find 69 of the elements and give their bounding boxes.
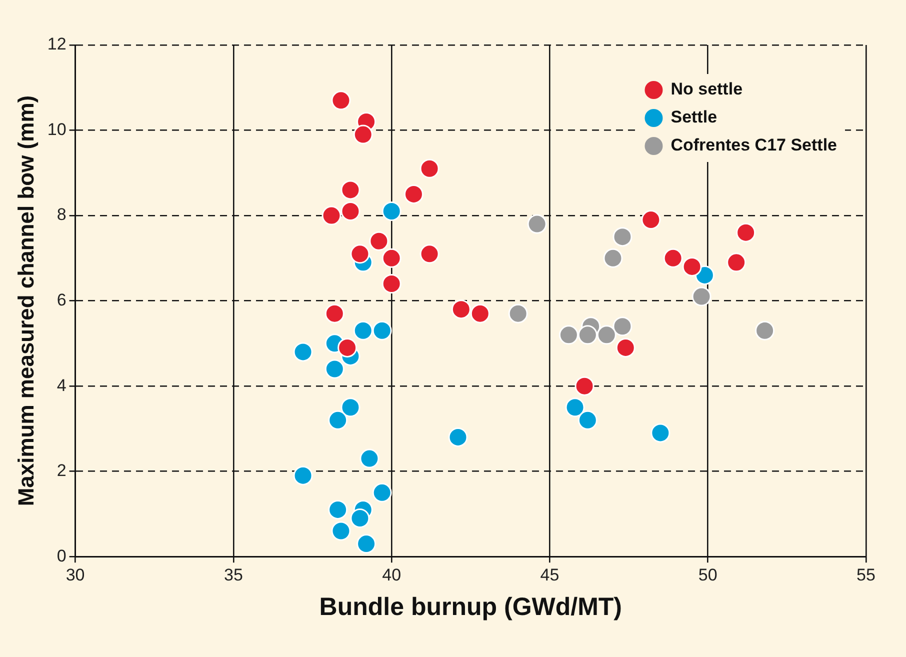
point: [353, 124, 373, 144]
legend-label: Cofrentes C17 Settle: [670, 136, 838, 155]
point: [293, 466, 313, 486]
point: [420, 244, 440, 264]
point: [596, 325, 616, 345]
point: [328, 410, 348, 430]
point: [340, 202, 360, 222]
point: [470, 304, 490, 324]
point: [338, 338, 358, 358]
point: [578, 325, 598, 345]
point: [322, 206, 342, 226]
point: [558, 325, 578, 345]
x-tick-label: 50: [698, 565, 718, 584]
point: [612, 316, 632, 336]
y-tick-label: 4: [56, 376, 66, 395]
point: [324, 304, 344, 324]
point: [331, 521, 351, 541]
point: [356, 534, 376, 554]
x-tick-label: 30: [66, 565, 85, 584]
x-axis-title: Bundle burnup (GWd/MT): [319, 592, 622, 621]
y-tick-label: 0: [56, 546, 66, 566]
point: [350, 244, 370, 264]
point: [404, 184, 424, 204]
point: [663, 248, 683, 268]
point: [692, 286, 712, 306]
point: [369, 231, 389, 251]
point: [574, 376, 594, 396]
point: [340, 180, 360, 200]
point: [726, 252, 746, 272]
point: [324, 359, 344, 379]
x-tick-label: 35: [224, 565, 243, 584]
point: [328, 500, 348, 520]
point: [360, 448, 380, 468]
point: [382, 202, 402, 222]
y-tick-label: 2: [56, 461, 66, 480]
point: [755, 320, 775, 340]
x-tick-label: 45: [540, 565, 560, 584]
point: [448, 427, 468, 447]
legend-label: No settle: [670, 80, 743, 99]
point: [736, 222, 756, 242]
point: [612, 227, 632, 247]
point: [353, 320, 373, 340]
y-tick-label: 10: [47, 120, 66, 139]
point: [382, 274, 402, 294]
point: [293, 342, 313, 362]
point: [451, 300, 471, 320]
point: [340, 398, 360, 418]
point: [372, 482, 392, 502]
point: [565, 398, 585, 418]
point: [682, 256, 702, 276]
legend-label: Settle: [670, 108, 718, 127]
point: [641, 210, 661, 230]
x-tick-label: 40: [382, 565, 402, 584]
point: [420, 158, 440, 178]
y-tick-label: 12: [47, 34, 66, 54]
point: [650, 423, 670, 443]
point: [382, 248, 402, 268]
point: [372, 320, 392, 340]
point: [616, 338, 636, 358]
x-tick-label: 55: [856, 565, 876, 584]
point: [578, 410, 598, 430]
point: [603, 248, 623, 268]
y-tick-label: 6: [56, 290, 66, 310]
point: [527, 214, 547, 234]
y-axis-title: Maximum measured channel bow (mm): [13, 95, 38, 506]
point: [331, 90, 351, 110]
point: [350, 508, 370, 528]
point: [508, 304, 528, 324]
y-tick-label: 8: [56, 205, 66, 224]
